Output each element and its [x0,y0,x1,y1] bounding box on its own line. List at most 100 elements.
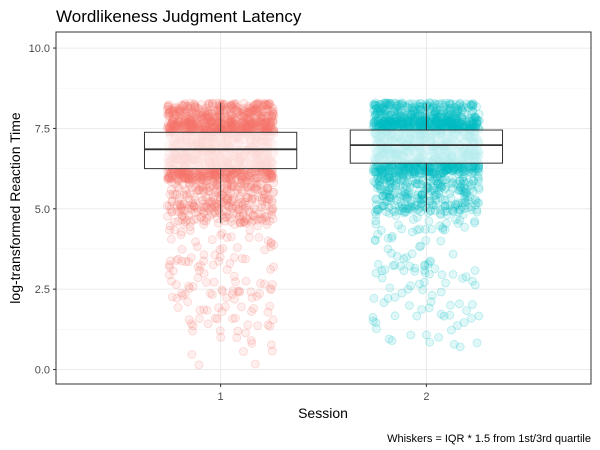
data-point [238,347,248,356]
data-point [199,208,209,218]
data-point [238,185,248,195]
data-point [458,167,468,177]
data-point [184,174,194,184]
data-point [243,171,253,181]
data-point [227,289,237,299]
data-point [172,120,182,130]
data-point [228,118,238,128]
data-point [210,187,220,197]
data-point [199,250,209,260]
data-point [174,115,184,125]
data-point [263,99,273,109]
data-point [470,216,480,226]
data-point [252,108,262,117]
data-point [166,177,176,187]
data-point [407,227,417,237]
x-axis-title: Session [298,405,348,421]
data-point [253,184,263,194]
data-point [397,224,407,234]
data-point [223,193,233,203]
data-point [247,123,257,133]
data-point [188,174,198,184]
data-point [188,178,198,187]
data-point [186,120,196,129]
data-point [209,277,219,287]
data-point [175,106,185,116]
data-point [175,118,185,128]
data-point [179,172,189,182]
data-point [435,208,445,218]
data-point [266,238,276,247]
data-point [202,213,212,223]
data-point [228,202,237,211]
data-point [446,325,456,335]
data-point [213,117,223,126]
data-point [240,202,250,212]
data-point [200,113,210,123]
data-point [239,98,249,108]
data-point [208,117,218,126]
data-point [230,119,240,129]
data-point [184,120,194,129]
data-point [166,119,176,128]
x-tick-label: 2 [423,391,429,403]
data-point [264,110,274,120]
data-point [214,303,223,313]
data-point [266,238,276,248]
data-point [231,203,241,213]
data-point [256,99,266,109]
data-point [268,117,278,127]
data-point [187,120,197,130]
data-point [245,121,255,130]
data-point [166,105,176,115]
data-point [255,122,265,132]
data-point [172,119,182,128]
data-point [170,120,180,129]
data-point [236,302,246,312]
data-point [244,103,254,113]
data-point [229,252,239,262]
data-point [193,119,203,128]
data-point [267,280,277,289]
data-point [172,120,182,130]
data-point [250,105,260,115]
data-point [242,114,252,124]
data-point [206,117,216,127]
data-point [245,109,255,119]
data-point [194,109,203,119]
data-point [177,201,186,210]
data-point [186,253,196,262]
data-point [267,206,277,216]
data-point [195,171,205,181]
data-point [192,203,202,213]
data-point [199,305,209,315]
data-point [194,360,204,370]
data-point [199,220,209,229]
data-point [175,122,185,132]
data-point [174,169,184,179]
data-point [163,122,173,132]
data-point [249,203,259,212]
data-point [222,173,232,183]
data-point [182,122,192,132]
data-point [249,100,259,110]
data-point [246,180,256,190]
data-point [264,195,274,205]
data-point [173,303,183,312]
data-point [228,122,238,132]
data-point [185,189,195,198]
data-point [267,204,277,214]
data-point [387,248,397,258]
data-point [227,196,237,206]
data-point [370,167,380,177]
data-point [238,199,248,209]
data-point [415,279,424,289]
data-point [179,120,189,130]
data-point [184,173,193,183]
data-point [449,103,459,112]
data-point [221,212,231,222]
data-point [233,106,242,116]
data-point [195,305,205,315]
data-point [204,211,214,221]
data-point [208,117,218,127]
